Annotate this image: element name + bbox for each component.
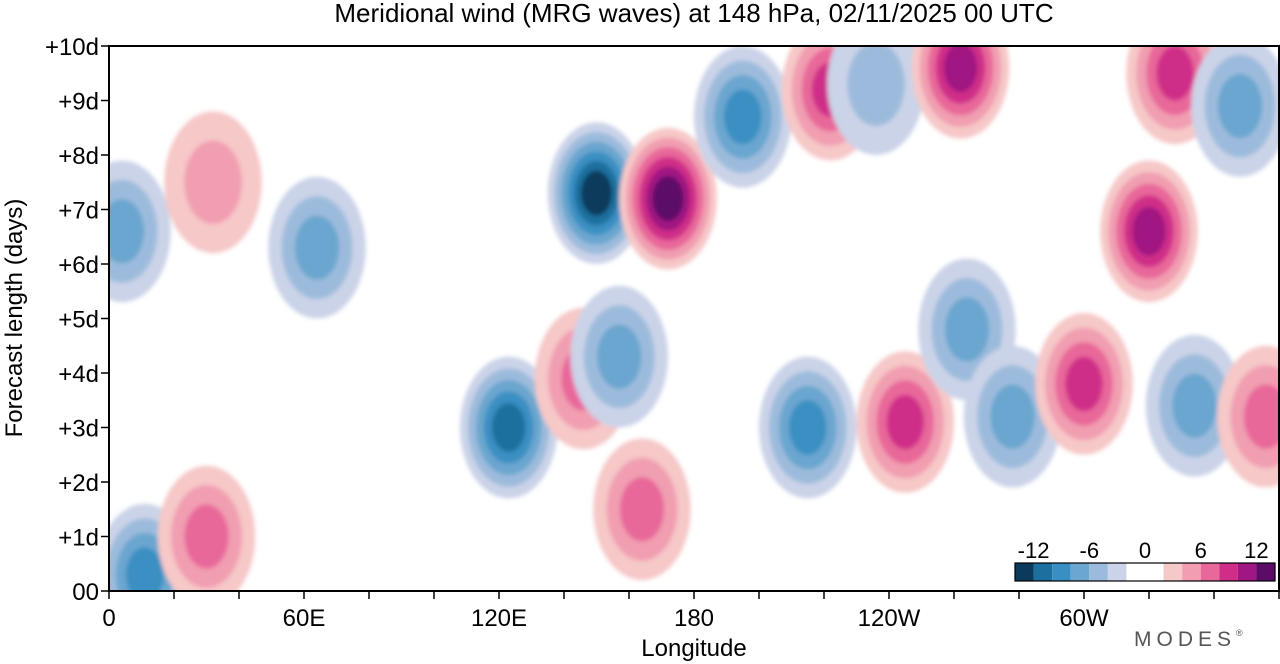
contour-band xyxy=(788,400,827,455)
contour-feature xyxy=(1035,313,1133,455)
contour-band xyxy=(491,403,526,452)
colorbar-label: 6 xyxy=(1195,538,1207,563)
y-tick-label: +9d xyxy=(58,89,99,116)
y-axis: 00 +1d +2d +3d +4d +5d +6d +7d +8d +9d +10d xyxy=(45,34,109,606)
colorbar-swatch xyxy=(1182,563,1201,581)
colorbar-swatch xyxy=(1015,563,1034,581)
colorbar-label: 12 xyxy=(1244,538,1268,563)
colorbar-label: 0 xyxy=(1139,538,1151,563)
colorbar-swatch xyxy=(1219,563,1238,581)
contour-band xyxy=(1065,356,1103,412)
x-tick-label: 0 xyxy=(102,605,115,632)
contour-feature xyxy=(1217,345,1279,488)
colorbar-label: -12 xyxy=(1018,538,1050,563)
contour-feature xyxy=(619,127,717,270)
y-tick-label: +3d xyxy=(58,416,99,443)
y-tick-label: +1d xyxy=(58,525,99,552)
x-axis: 0 60E 120E 180 120W 60W xyxy=(102,591,1280,632)
contour-feature xyxy=(1145,334,1244,477)
contour-feature xyxy=(827,46,925,155)
x-tick-label: 180 xyxy=(674,605,714,632)
colorbar-swatch xyxy=(1237,563,1257,581)
contour-band xyxy=(581,170,612,216)
y-tick-label: +4d xyxy=(58,361,99,388)
chart-title: Meridional wind (MRG waves) at 148 hPa, … xyxy=(334,0,1053,28)
contour-band xyxy=(990,384,1035,449)
colorbar-frame xyxy=(1014,562,1276,582)
colorbar-label: -6 xyxy=(1080,538,1100,563)
contour-band xyxy=(619,477,665,542)
colorbar-swatch xyxy=(1256,563,1275,581)
contour-feature xyxy=(694,46,792,188)
contour-band xyxy=(943,46,978,93)
colorbar-swatch xyxy=(1089,563,1108,581)
y-tick-label: 00 xyxy=(72,579,99,606)
contour-feature xyxy=(268,176,366,319)
contour-feature xyxy=(1100,160,1198,303)
y-tick-label: +8d xyxy=(58,143,99,170)
contour-band xyxy=(125,547,164,591)
contour-feature xyxy=(164,111,262,254)
contour-feature xyxy=(547,122,646,265)
colorbar-swatch xyxy=(1070,563,1090,581)
contour-band xyxy=(597,324,642,389)
x-axis-label: Longitude xyxy=(641,635,746,662)
contour-band xyxy=(847,46,905,126)
contour-feature xyxy=(109,160,171,303)
contour-feature xyxy=(759,356,857,499)
colorbar-swatch xyxy=(1163,563,1183,581)
contour-feature xyxy=(157,465,256,591)
contour-band xyxy=(1156,46,1194,101)
contour-band xyxy=(1217,73,1263,139)
x-tick-label: 60E xyxy=(283,605,326,632)
contour-feature xyxy=(570,285,668,428)
contour-feature xyxy=(1191,46,1279,177)
contour-band xyxy=(184,504,229,569)
colorbar-swatch xyxy=(1052,563,1071,581)
modes-logo: MODES® xyxy=(1134,628,1243,651)
contour-band xyxy=(1243,384,1279,449)
colorbar-swatch xyxy=(1126,563,1164,581)
x-tick-label: 60W xyxy=(1059,605,1109,632)
y-tick-label: +7d xyxy=(58,198,99,225)
contour-feature xyxy=(460,356,558,499)
contour-band xyxy=(886,394,925,450)
contour-band xyxy=(944,297,990,362)
y-tick-label: +6d xyxy=(58,252,99,279)
colorbar: -12 -6 0 6 12 xyxy=(1012,536,1278,590)
x-tick-label: 120W xyxy=(858,605,921,632)
y-tick-label: +10d xyxy=(45,34,99,61)
y-tick-label: +5d xyxy=(58,307,99,334)
contour-band xyxy=(1132,206,1166,256)
contour-feature xyxy=(911,46,1010,139)
colorbar-swatch xyxy=(1033,563,1053,581)
colorbar-swatch xyxy=(1200,563,1220,581)
x-tick-label: 120E xyxy=(471,605,527,632)
contour-band xyxy=(109,199,145,264)
contour-feature xyxy=(593,438,691,581)
contour-feature xyxy=(856,351,954,493)
contour-band xyxy=(294,215,340,280)
contour-band xyxy=(184,140,242,225)
contour-band xyxy=(1172,373,1217,438)
y-axis-label: Forecast length (days) xyxy=(1,199,28,438)
contour-band xyxy=(723,89,762,145)
contour-band xyxy=(652,176,684,222)
colorbar-swatch xyxy=(1107,563,1127,581)
plot-area xyxy=(109,46,1279,591)
contour-field xyxy=(109,46,1279,591)
y-tick-label: +2d xyxy=(58,470,99,497)
